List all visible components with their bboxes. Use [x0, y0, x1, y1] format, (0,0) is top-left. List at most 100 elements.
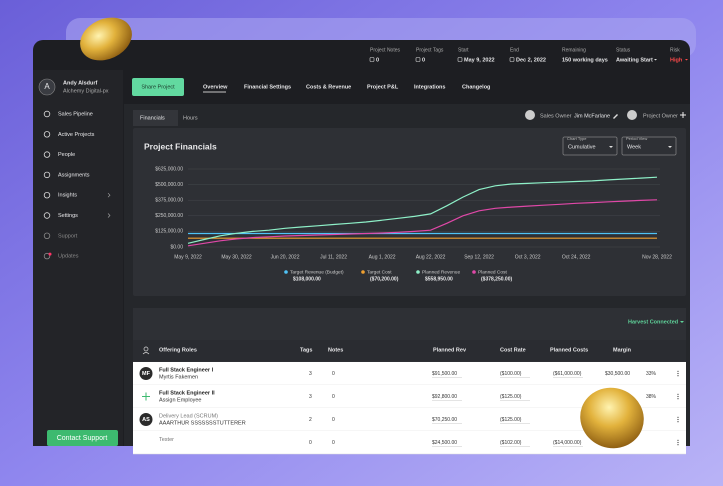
row-initials: AS	[142, 417, 150, 423]
nav-icon	[43, 131, 51, 138]
tab[interactable]: Financial Settings	[244, 84, 291, 90]
column-header[interactable]: Tags	[300, 347, 312, 353]
cell-planned-rev[interactable]: $70,250.00	[432, 417, 457, 423]
nav-item[interactable]: Assignments	[58, 172, 90, 178]
x-tick-label: May 30, 2022	[221, 254, 252, 260]
header-icon	[369, 57, 375, 62]
period-view-value[interactable]: Week	[627, 144, 641, 150]
cell-planned-rev[interactable]: $92,800.00	[432, 394, 457, 400]
nav-icon	[43, 212, 51, 219]
cell-planned-rev[interactable]: $24,500.00	[432, 440, 457, 446]
share-project-label[interactable]: Share Project	[141, 84, 175, 90]
header-icon	[509, 57, 515, 62]
cell-notes: 0	[332, 440, 335, 446]
column-header[interactable]: Planned Rev	[433, 347, 467, 353]
nav-item[interactable]: Active Projects	[58, 132, 95, 138]
tab[interactable]: Project P&L	[367, 84, 399, 90]
y-tick-label: $625,000.00	[155, 166, 183, 172]
roles-icon	[143, 346, 149, 352]
sales-owner-name[interactable]: Jim McFarlane	[574, 113, 610, 119]
contact-support-label[interactable]: Contact Support	[57, 435, 108, 442]
add-role-icon	[142, 392, 150, 401]
role-name[interactable]: Full Stack Engineer I	[159, 367, 214, 373]
legend-label[interactable]: Target Revenue (Budget)	[290, 269, 344, 275]
chart-type-label: Chart Type	[567, 136, 587, 141]
nav-icon	[43, 191, 51, 199]
legend-label[interactable]: Planned Revenue	[422, 269, 460, 275]
user-name: Andy Alsdurf	[63, 80, 97, 86]
row-avatar	[139, 367, 153, 380]
x-tick-label: Aug 1, 2022	[369, 254, 396, 260]
nav-item[interactable]: People	[58, 152, 75, 158]
header-label: Status	[616, 47, 631, 53]
subtab[interactable]: Hours	[183, 115, 198, 121]
header-label: Project Notes	[370, 47, 401, 53]
contact-support-button[interactable]	[47, 430, 118, 446]
nav-item[interactable]: Sales Pipeline	[58, 111, 93, 117]
tab[interactable]: Changelog	[462, 84, 490, 90]
row-menu-dot	[677, 375, 679, 377]
table-header	[133, 340, 686, 361]
nav-item[interactable]: Insights	[58, 193, 77, 199]
coin	[580, 387, 644, 449]
legend-swatch	[284, 270, 288, 274]
assignee[interactable]: Assign Employee	[159, 397, 202, 403]
coin	[80, 17, 132, 61]
cell-tags: 3	[309, 371, 312, 377]
subtab[interactable]: Financials	[140, 115, 165, 121]
assignee[interactable]: Myrtis Fakemen	[159, 374, 198, 380]
tab[interactable]: Costs & Revenue	[306, 84, 351, 90]
cell-planned-costs[interactable]: ($61,000.00)	[553, 371, 582, 377]
header-value[interactable]: Awaiting Start	[616, 57, 653, 63]
edit-icon[interactable]	[613, 114, 618, 119]
nav-item[interactable]: Support	[58, 233, 78, 239]
row-menu-dot	[677, 370, 679, 372]
series-line	[187, 176, 658, 244]
header-value[interactable]: High	[670, 57, 683, 63]
cell-tags: 2	[309, 417, 312, 423]
nav-item[interactable]: Updates	[58, 254, 79, 260]
row-menu-dot	[677, 395, 679, 398]
add-icon[interactable]	[680, 112, 686, 118]
row-menu-dot	[677, 418, 679, 421]
cell-cost-rate[interactable]: ($125.00)	[500, 417, 522, 423]
nav-icon	[43, 110, 51, 118]
row-menu-dot	[677, 372, 679, 375]
cell-planned-costs[interactable]: ($14,000.00)	[553, 440, 582, 446]
cell-planned-rev[interactable]: $91,500.00	[432, 371, 457, 377]
column-header[interactable]: Notes	[328, 347, 343, 353]
legend-value: ($70,200.00)	[370, 276, 399, 282]
column-header[interactable]: Offering Roles	[159, 347, 197, 353]
share-project-button[interactable]	[132, 78, 184, 96]
role-name[interactable]: Tester	[159, 437, 174, 443]
cell-margin-pct: 38%	[646, 394, 657, 400]
legend-label[interactable]: Planned Cost	[478, 269, 507, 275]
role-name[interactable]: Delivery Lead (SCRUM)	[159, 413, 218, 419]
tab[interactable]: Integrations	[414, 84, 445, 90]
table-row	[133, 362, 686, 385]
period-view-dropdown[interactable]	[621, 136, 677, 156]
header-label: End	[510, 47, 519, 53]
legend-label[interactable]: Target Cost	[367, 269, 392, 275]
legend-value: ($378,250.00)	[481, 276, 512, 282]
cell-cost-rate[interactable]: ($100.00)	[500, 371, 522, 377]
cell-cost-rate[interactable]: ($102.00)	[500, 440, 522, 446]
roles-icon	[142, 352, 150, 355]
chart-type-value[interactable]: Cumulative	[568, 144, 596, 150]
harvest-status[interactable]: Harvest Connected	[628, 319, 678, 325]
column-header[interactable]: Cost Rate	[500, 347, 526, 353]
tab[interactable]: Overview	[203, 84, 228, 90]
x-tick-label: Jul 11, 2022	[320, 254, 347, 260]
row-menu-dot	[677, 421, 679, 423]
row-menu-dot	[677, 444, 679, 446]
project-owner-avatar	[627, 110, 637, 120]
chart-type-dropdown[interactable]	[562, 136, 618, 156]
header-label: Remaining	[562, 47, 586, 53]
cell-cost-rate[interactable]: ($125.00)	[500, 394, 522, 400]
y-tick-label: $0.00	[170, 244, 183, 250]
assignee[interactable]: AAARTHUR SSSSSSSTUTTERER	[159, 420, 246, 426]
nav-item[interactable]: Settings	[58, 213, 78, 219]
column-header[interactable]: Margin	[613, 347, 632, 353]
column-header[interactable]: Planned Costs	[550, 347, 588, 353]
role-name[interactable]: Full Stack Engineer II	[159, 390, 215, 396]
